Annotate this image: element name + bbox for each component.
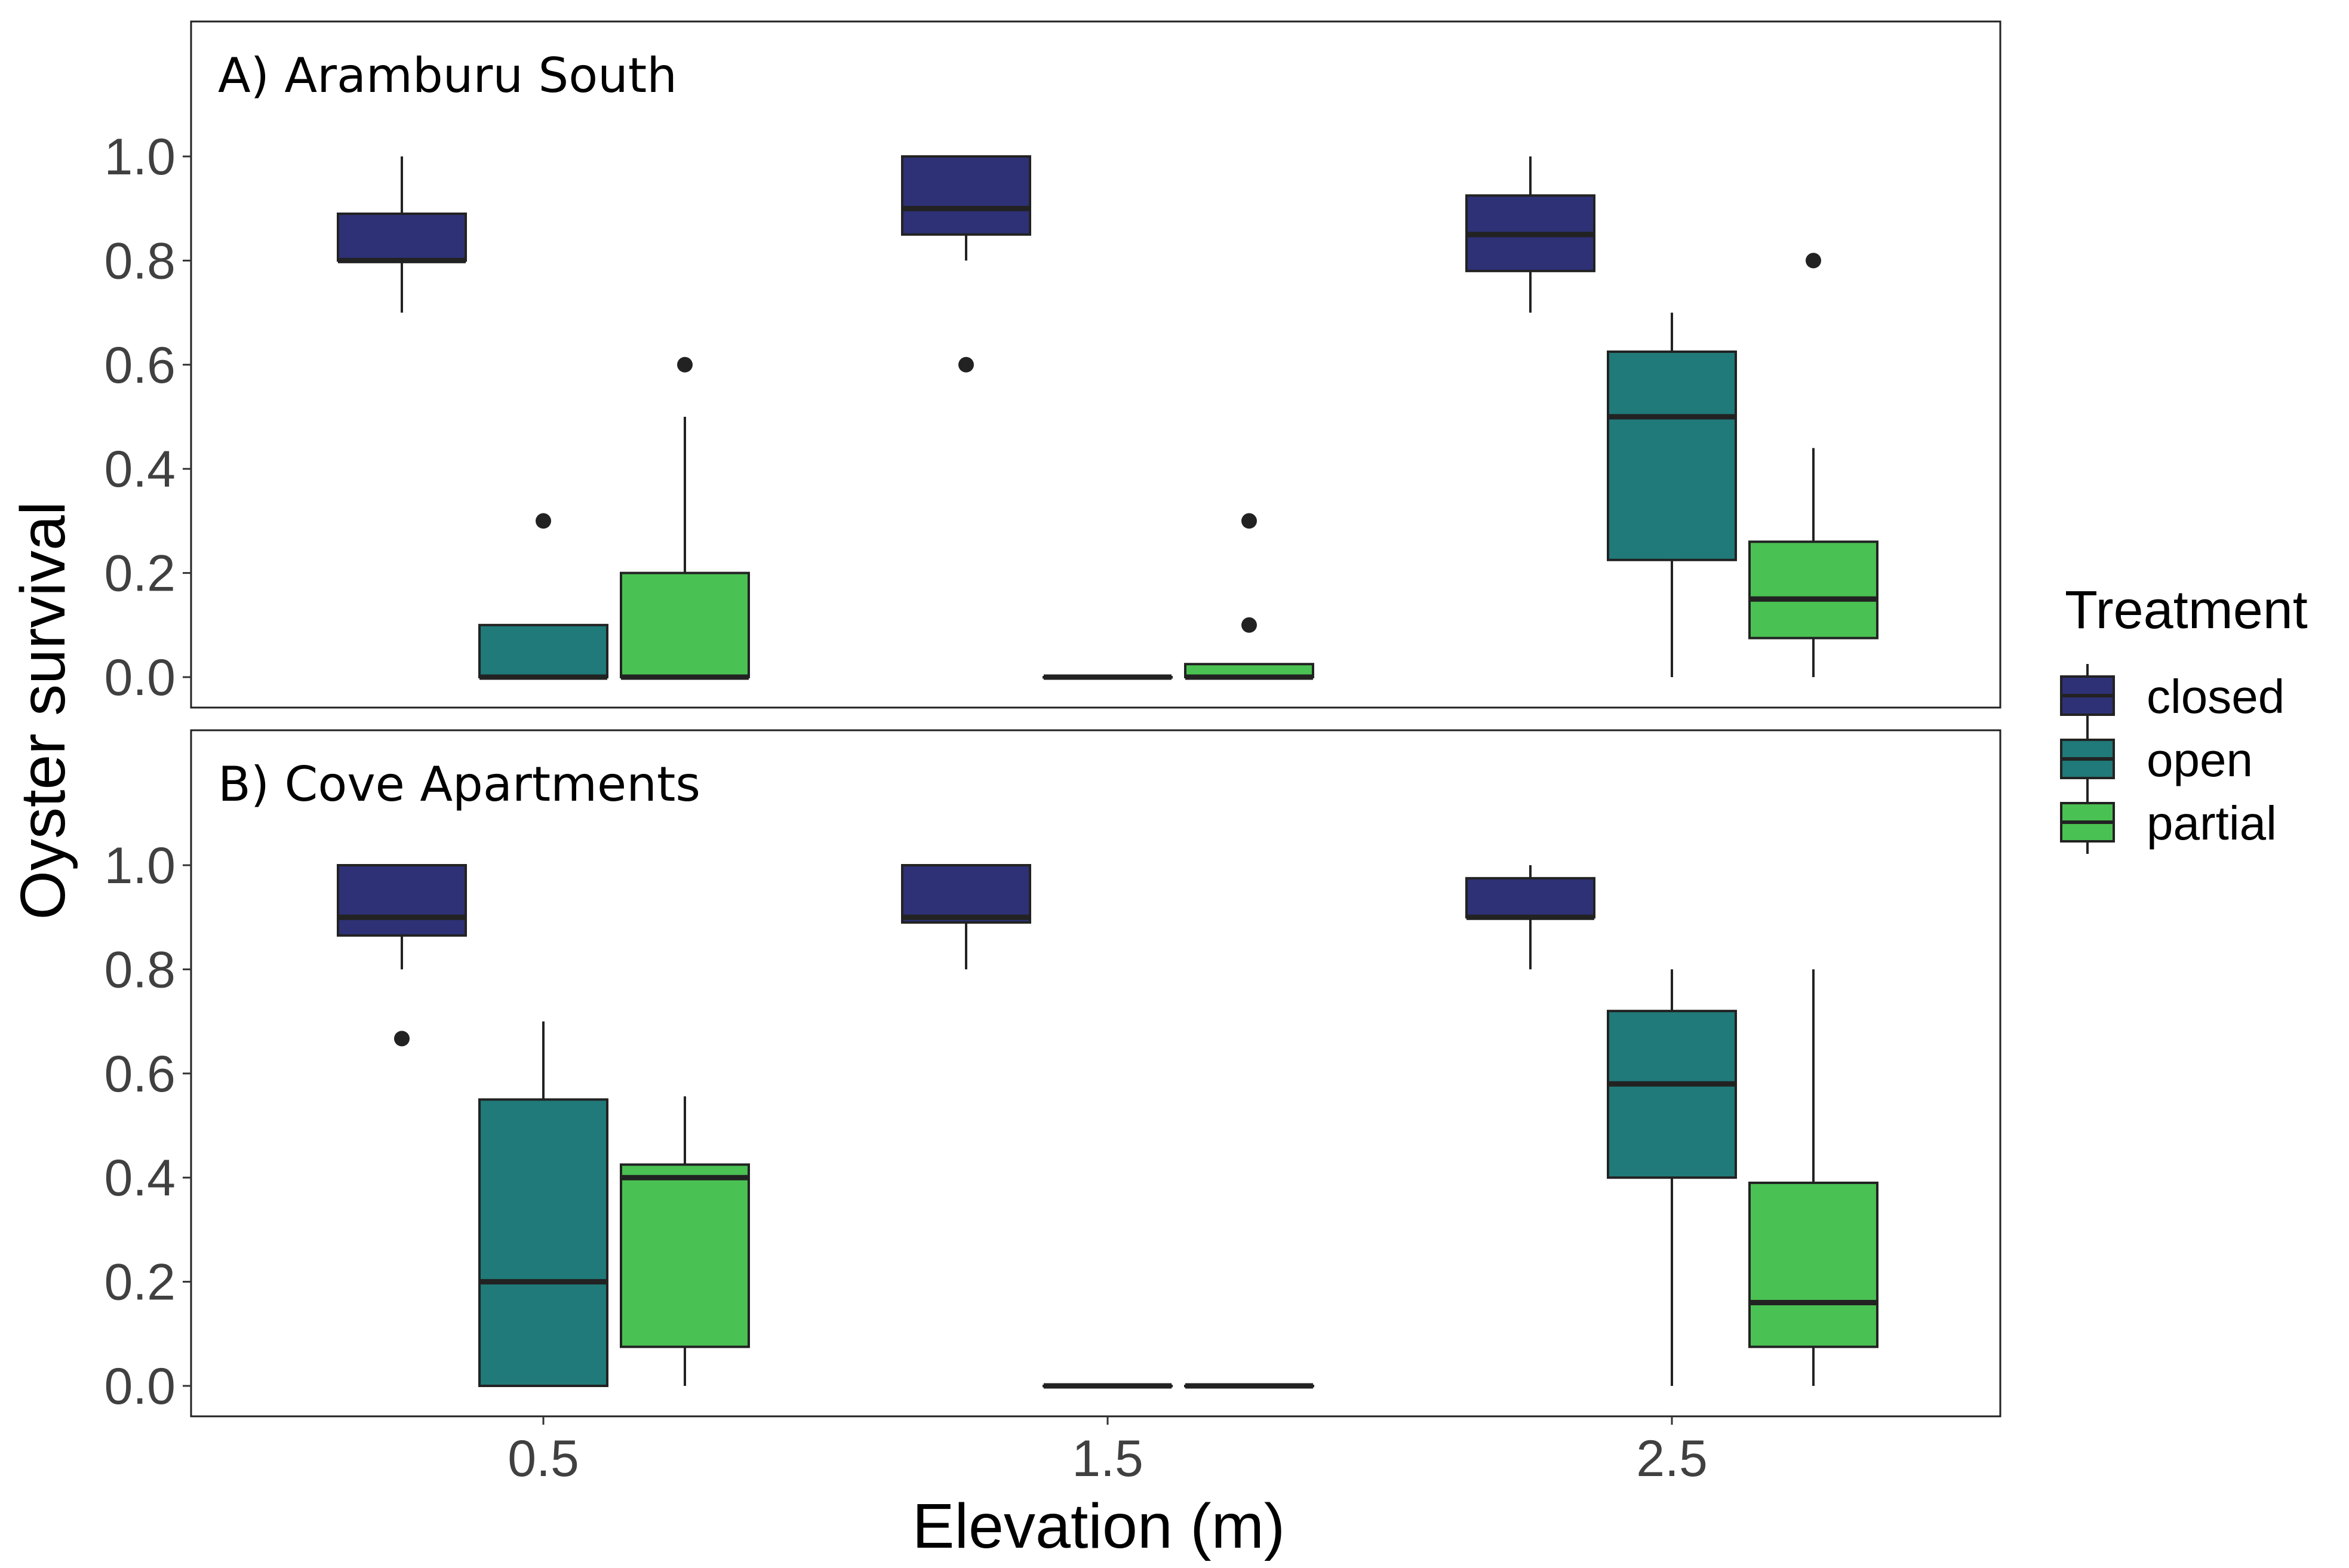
x-tick-label: 0.5 — [508, 1430, 579, 1487]
y-tick-label: 0.4 — [104, 1149, 176, 1207]
x-axis: 0.5 1.5 2.5 — [508, 1416, 1708, 1487]
legend-label: open — [2147, 733, 2253, 786]
box-closed-1_5 — [901, 155, 1031, 373]
y-tick-label: 0.4 — [104, 441, 176, 498]
outlier-point — [536, 513, 551, 529]
outlier-point — [1806, 253, 1821, 269]
box-iqr — [620, 571, 750, 678]
box-open-2_5 — [1607, 969, 1737, 1386]
legend: Treatment closed open partial — [2060, 580, 2308, 854]
outlier-point — [1241, 617, 1257, 633]
x-tick-label: 1.5 — [1072, 1430, 1143, 1487]
panel-title: A) Aramburu South — [218, 48, 677, 103]
box-open-0_5 — [478, 513, 608, 680]
box-partial-2_5 — [1748, 969, 1878, 1386]
box-iqr — [1607, 1010, 1737, 1179]
legend-item-open: open — [2060, 727, 2253, 791]
box-iqr — [478, 1098, 608, 1388]
box-partial-0_5 — [620, 1096, 750, 1386]
y-tick-label: 0.8 — [104, 941, 176, 998]
legend-label: partial — [2147, 797, 2277, 850]
outlier-point — [1241, 513, 1257, 529]
y-tick-label: 0.6 — [104, 1046, 176, 1103]
legend-item-closed: closed — [2060, 664, 2285, 727]
box-iqr — [337, 212, 467, 262]
outlier-point — [958, 356, 974, 373]
box-closed-2_5 — [1465, 156, 1595, 313]
legend-item-partial: partial — [2060, 791, 2277, 854]
y-tick-label: 1.0 — [104, 128, 176, 186]
x-tick-label: 2.5 — [1636, 1430, 1708, 1487]
box-closed-0_5 — [337, 156, 467, 313]
x-axis-title: Elevation (m) — [912, 1491, 1285, 1561]
box-iqr — [1607, 351, 1737, 561]
y-tick-label: 0.2 — [104, 545, 176, 602]
y-tick-label: 0.0 — [104, 649, 176, 706]
box-partial-1_5 — [1184, 513, 1314, 680]
y-tick-label: 0.6 — [104, 337, 176, 394]
box-iqr — [1748, 1181, 1878, 1348]
panel-b: B) Cove Apartments 0.0 0.2 0.4 0.6 0.8 1.0 — [104, 729, 2001, 1418]
box-open-0_5 — [478, 1021, 608, 1388]
panel-a: A) Aramburu South 0.0 0.2 0.4 0.6 0.8 1.0 — [104, 20, 2001, 709]
y-tick-label: 1.0 — [104, 837, 176, 894]
y-tick-label: 0.0 — [104, 1358, 176, 1415]
box-iqr — [901, 864, 1031, 924]
outlier-point — [677, 356, 693, 373]
box-iqr — [620, 1163, 750, 1348]
box-closed-2_5 — [1465, 865, 1595, 970]
y-tick-label: 0.8 — [104, 232, 176, 290]
legend-title: Treatment — [2065, 580, 2308, 640]
box-closed-0_5 — [337, 864, 467, 1047]
y-tick-label: 0.2 — [104, 1254, 176, 1311]
box-partial-0_5 — [620, 356, 750, 680]
box-iqr — [1748, 540, 1878, 640]
box-closed-1_5 — [901, 864, 1031, 970]
box-partial-2_5 — [1748, 253, 1878, 677]
y-axis-title: Oyster survival — [8, 502, 78, 920]
box-open-1_5 — [1043, 674, 1173, 680]
legend-label: closed — [2147, 670, 2285, 723]
panel-title: B) Cove Apartments — [218, 757, 700, 812]
box-iqr — [1465, 877, 1595, 919]
box-open-2_5 — [1607, 312, 1737, 677]
box-iqr — [478, 623, 608, 679]
outlier-point — [394, 1031, 410, 1047]
box-iqr — [901, 155, 1031, 236]
box-iqr — [337, 864, 467, 937]
